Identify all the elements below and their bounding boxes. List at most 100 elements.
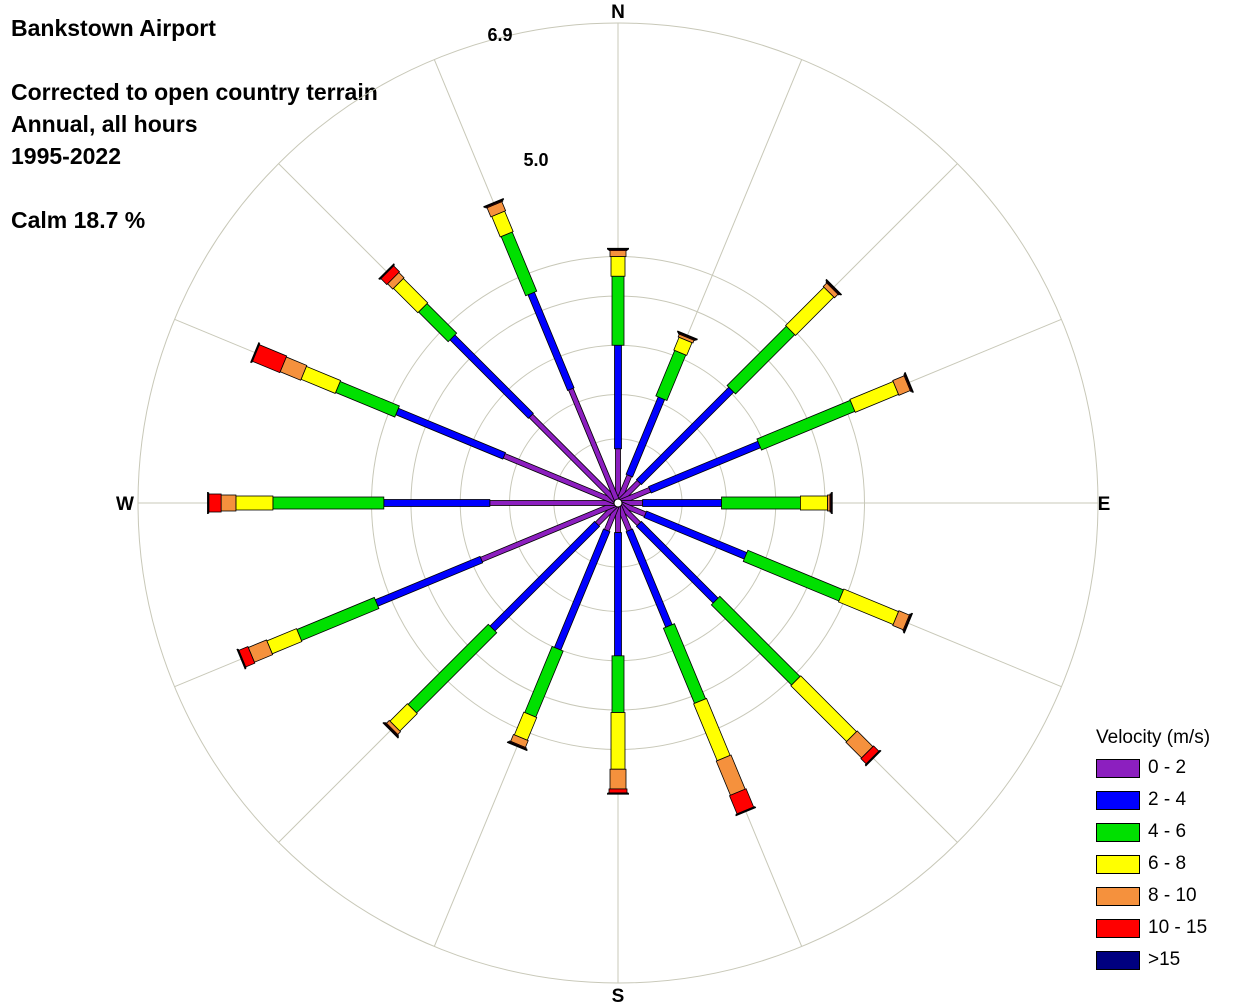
rose-center (613, 498, 623, 508)
rose-cap-nnw (483, 197, 505, 208)
rose-labels: N E S W 5.0 6.9 (116, 2, 1110, 1007)
velocity-legend: Velocity (m/s) 0 - 2 2 - 4 4 - 6 6 - 8 8… (1096, 724, 1241, 976)
direction-n (607, 247, 629, 504)
rose-cap-ssw (506, 741, 528, 752)
rose-segment-wnw-bin-1 (395, 407, 506, 460)
rose-segment-wsw-bin-3 (266, 628, 303, 655)
chart-header: Bankstown Airport Corrected to open coun… (11, 12, 471, 236)
legend-swatch (1096, 886, 1140, 906)
rose-segment-ssw-bin-1 (553, 528, 611, 651)
rose-segment-wnw-bin-2 (335, 380, 400, 418)
legend-item-0-2: 0 - 2 (1096, 752, 1241, 784)
rose-segment-sse-bin-3 (693, 697, 731, 762)
legend-swatch (1096, 790, 1140, 810)
rose-cap-wsw (236, 648, 247, 670)
rose-segment-w-bin-2 (272, 496, 385, 510)
rose-segment-se-bin-3 (790, 675, 858, 743)
rose-segment-n-bin-3 (610, 256, 626, 277)
rose-bars (207, 197, 914, 817)
legend-swatch (1096, 854, 1140, 874)
rose-segment-wsw-bin-2 (296, 596, 380, 642)
rose-segment-w-bin-0 (489, 500, 619, 506)
direction-wnw (250, 342, 620, 506)
rose-cap-ene (904, 371, 914, 393)
rose-segment-sse-bin-2 (662, 623, 707, 704)
rose-cap-wnw (250, 342, 260, 364)
rose-segment-nw-bin-1 (449, 334, 534, 419)
rose-cap-nne (676, 330, 698, 341)
rose-segment-e-bin-2 (721, 496, 801, 510)
direction-ese (616, 500, 914, 634)
ring-label-5-0: 5.0 (523, 150, 548, 170)
rose-segment-ssw-bin-2 (524, 645, 564, 718)
compass-label-n: N (611, 2, 625, 23)
chart-subtitle-years: 1995-2022 (11, 143, 121, 169)
rose-segment-w-bin-1 (383, 499, 491, 507)
rose-segment-ne-bin-2 (726, 325, 796, 395)
rose-segment-nnw-bin-2 (500, 231, 538, 297)
direction-ene (616, 371, 914, 506)
legend-label: 0 - 2 (1148, 757, 1187, 778)
rose-segment-ene-bin-2 (756, 399, 856, 451)
legend-item-10-15: 10 - 15 (1096, 912, 1241, 944)
rose-segment-wnw-bin-3 (300, 365, 342, 394)
direction-sse (615, 501, 757, 817)
rose-segment-sse-bin-1 (625, 528, 673, 628)
compass-label-w: W (116, 494, 134, 515)
rose-segment-wsw-bin-1 (374, 555, 484, 607)
chart-title: Bankstown Airport (11, 15, 216, 41)
legend-item-8-10: 8 - 10 (1096, 880, 1241, 912)
chart-subtitle-period: Annual, all hours (11, 111, 198, 137)
legend-item-2-4: 2 - 4 (1096, 784, 1241, 816)
legend-item-over-15: >15 (1096, 944, 1241, 976)
rose-cap-sse (735, 806, 757, 817)
legend-label: 4 - 6 (1148, 821, 1187, 842)
rose-segment-se-bin-2 (710, 595, 801, 686)
rose-cap-sw (382, 721, 400, 739)
legend-item-4-6: 4 - 6 (1096, 816, 1241, 848)
chart-subtitle-correction: Corrected to open country terrain (11, 79, 378, 105)
rose-segment-ene-bin-1 (648, 440, 762, 494)
rose-segment-nne-bin-2 (655, 349, 687, 402)
direction-w (207, 492, 619, 514)
legend-label: 6 - 8 (1148, 853, 1187, 874)
rose-cap-ese (903, 612, 914, 634)
rose-segment-e-bin-3 (800, 495, 828, 511)
legend-swatch (1096, 918, 1140, 938)
legend-label: 10 - 15 (1148, 917, 1208, 938)
rose-segment-ene-bin-3 (849, 380, 900, 413)
rose-segment-n-bin-2 (611, 275, 625, 346)
rose-segment-w-bin-5 (208, 493, 222, 513)
rose-cap-ne (825, 278, 843, 296)
rose-segment-nw-bin-0 (528, 413, 621, 506)
direction-nw (378, 263, 621, 506)
ring-label-6-9: 6.9 (487, 25, 512, 45)
compass-label-s: S (612, 986, 625, 1007)
legend-item-6-8: 6 - 8 (1096, 848, 1241, 880)
legend-label: 8 - 10 (1148, 885, 1197, 906)
rose-segment-ne-bin-3 (785, 286, 835, 336)
direction-s (607, 502, 629, 795)
rose-segment-nw-bin-2 (417, 302, 458, 343)
rose-segment-s-bin-2 (611, 655, 625, 713)
rose-segment-sw-bin-1 (489, 520, 601, 632)
rose-segment-se-bin-1 (635, 520, 719, 604)
direction-ne (615, 278, 843, 506)
rose-segment-e-bin-1 (642, 499, 722, 507)
direction-e (617, 492, 833, 514)
direction-se (615, 500, 882, 767)
rose-cap-se (864, 749, 882, 767)
legend-swatch (1096, 822, 1140, 842)
rose-segment-s-bin-4 (609, 768, 627, 790)
rose-segment-sse-bin-4 (715, 754, 746, 796)
direction-nnw (483, 197, 621, 505)
rose-cap-nw (378, 263, 395, 280)
legend-title: Velocity (m/s) (1096, 727, 1211, 748)
direction-sw (382, 500, 621, 739)
rose-segment-n-bin-1 (614, 344, 622, 450)
rose-segment-sw-bin-2 (407, 623, 498, 714)
rose-segment-ne-bin-1 (635, 386, 735, 486)
rose-segment-w-bin-4 (220, 494, 237, 512)
rose-segment-s-bin-1 (614, 532, 622, 657)
